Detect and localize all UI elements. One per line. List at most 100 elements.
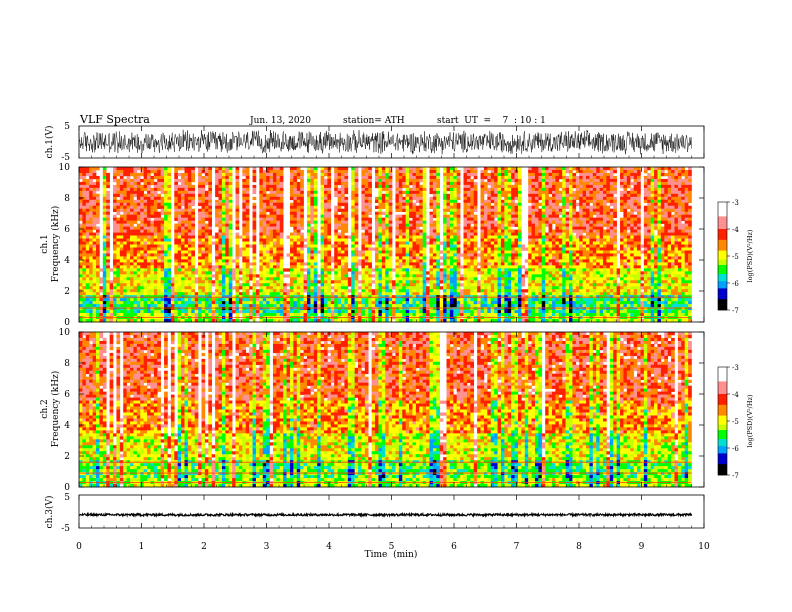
spec1-cell [660, 214, 665, 218]
spec1-cell [228, 202, 233, 207]
spec1-cell [517, 250, 522, 254]
spec1-cell [225, 238, 230, 242]
spec1-cell [664, 181, 668, 186]
spec1-cell [140, 208, 144, 213]
spec1-cell [113, 226, 117, 230]
spec1-cell [119, 178, 124, 183]
spec1-cell [85, 172, 90, 177]
spec1-cell [208, 190, 213, 195]
spec1-cell [296, 205, 301, 210]
spec1-cell [337, 193, 342, 198]
spec1-cell [569, 220, 573, 224]
spec1-cell [402, 208, 406, 213]
spec1-cell [463, 259, 468, 263]
spec1-cell [429, 259, 434, 263]
spec1-cell [599, 223, 604, 227]
spec1-cell [266, 259, 270, 263]
spec1-cell [341, 190, 345, 195]
spec1-cell [123, 190, 127, 195]
spec1-cell [674, 217, 679, 221]
spec1-cell [272, 214, 277, 218]
spec1-cell [341, 226, 345, 230]
spec1-cell [181, 172, 185, 177]
spec1-cell [327, 187, 332, 192]
spec1-cell [599, 220, 604, 224]
spec1-cell [337, 187, 342, 192]
spec1-cell [85, 181, 90, 186]
spec1-cell [545, 172, 549, 177]
spec1-cell [657, 181, 662, 186]
spec1-cell [545, 244, 549, 248]
spec1-cell [242, 232, 247, 236]
spec1-cell [541, 226, 546, 230]
spec1-cell [242, 187, 247, 192]
spec1-cell [664, 256, 668, 260]
spec1-cell [681, 247, 685, 251]
spec1-cell [531, 196, 536, 201]
spec1-cell [242, 181, 247, 186]
spec1-cell [368, 178, 372, 183]
spec1-cell [603, 181, 607, 186]
spec1-cell [650, 220, 655, 224]
spec1-cell [334, 241, 338, 245]
spec1-cell [96, 247, 100, 251]
spec1-cell [409, 241, 413, 245]
spec1-cell [470, 199, 475, 204]
spec1-cell [289, 232, 294, 236]
spec1-cell [79, 250, 83, 254]
spec1-cell [341, 259, 345, 263]
spec1-cell [473, 190, 478, 195]
spec1-cell [626, 259, 631, 263]
spec1-cell [511, 202, 515, 207]
spec1-cell [579, 193, 583, 198]
spec1-cell [603, 232, 607, 236]
spec1-cell [681, 235, 685, 239]
spec1-cell [684, 199, 689, 204]
spec1-cell [198, 220, 202, 224]
spec1-cell [218, 220, 223, 224]
spec1-cell [419, 244, 423, 248]
spec1-cell [497, 190, 502, 195]
spec1-cell [643, 250, 648, 254]
spec1-cell [497, 247, 502, 251]
spec1-cell [164, 178, 168, 183]
spec1-cell [378, 256, 383, 260]
spec1-cell [147, 208, 151, 213]
spec1-cell [565, 256, 570, 260]
spec1-cell [626, 190, 631, 195]
spec1-cell [378, 196, 383, 201]
spec1-cell [266, 238, 270, 242]
spec1-cell [184, 211, 189, 215]
spec1-cell [500, 250, 505, 254]
spec1-cell [191, 202, 195, 207]
spec1-cell [511, 232, 515, 236]
spec1-cell [494, 253, 498, 257]
spec1-cell [225, 196, 230, 201]
spec1-cell [623, 205, 628, 210]
spec1-cell [85, 184, 90, 189]
spec1-cell [296, 223, 301, 227]
spec1-cell [402, 235, 406, 239]
spec1-cell [167, 217, 172, 221]
spec1-cell [341, 196, 345, 201]
spec1-cell [623, 187, 628, 192]
spec1-cell [453, 199, 458, 204]
spec1-cell [551, 259, 556, 263]
spec1-cell [140, 199, 144, 204]
spec1-cell [289, 175, 294, 180]
spec1-cell [218, 217, 223, 221]
spec1-cell [684, 169, 689, 174]
spec1-cell [375, 184, 379, 189]
spec1-cell [443, 229, 447, 233]
spec1-cell [473, 167, 478, 171]
spec1-cell [688, 214, 692, 218]
spec1-cell [201, 193, 206, 198]
spec1-cell [667, 217, 672, 221]
spec1-cell [242, 250, 247, 254]
spec1-cell [507, 193, 512, 198]
spec1-cell [569, 196, 573, 201]
spec1-cell [579, 202, 583, 207]
spec1-cell [429, 253, 434, 257]
spec1-cell [463, 175, 468, 180]
spec1-cell [562, 169, 566, 174]
